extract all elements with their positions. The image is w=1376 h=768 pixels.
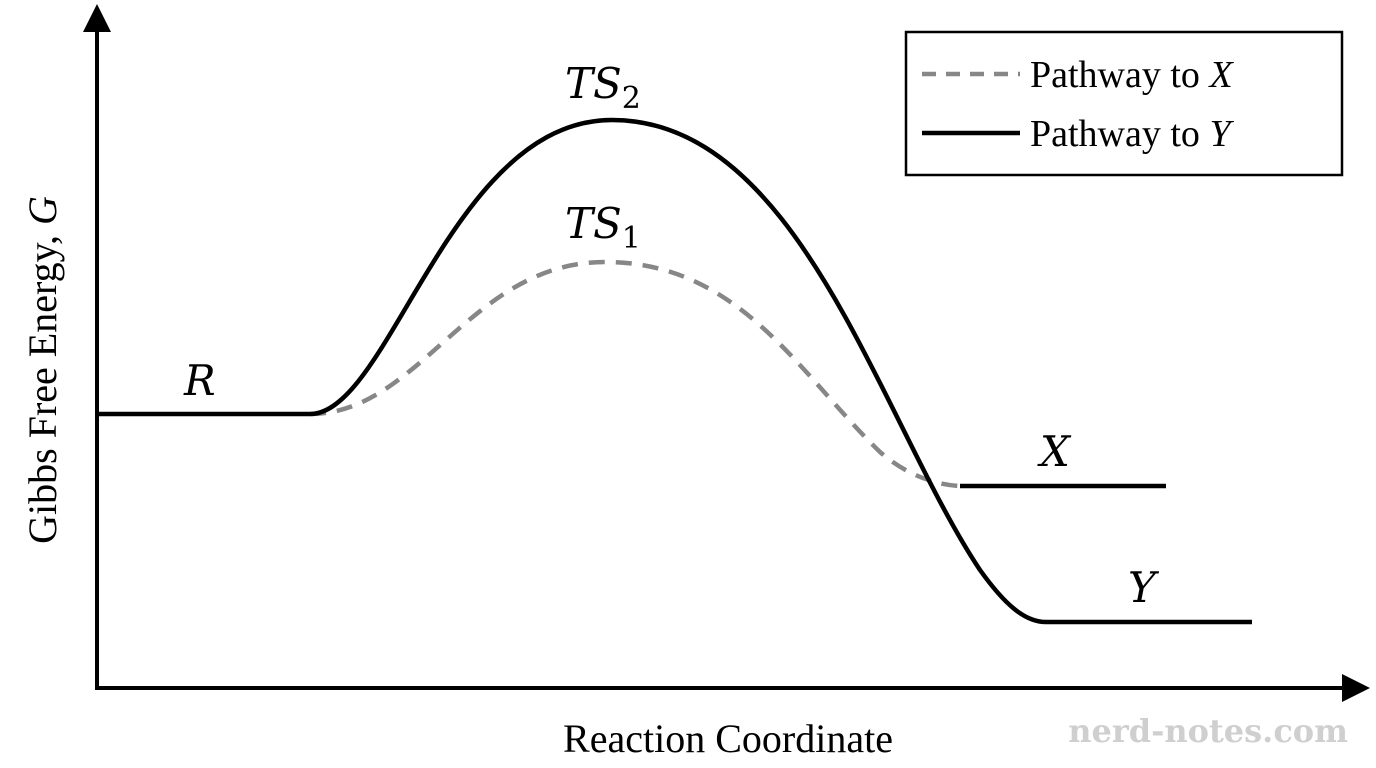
y-axis-title-main: Gibbs Free Energy, xyxy=(20,225,65,544)
pathway-y-curve xyxy=(309,117,1047,625)
y-axis-title-var: G xyxy=(20,196,65,225)
ts1-label: TS1 xyxy=(565,199,641,256)
ts1-label-sub: 1 xyxy=(622,221,641,256)
pathway-x-curve xyxy=(309,259,961,489)
reactant-label: R xyxy=(183,356,216,405)
legend-entry-x-text: Pathway to xyxy=(1030,54,1209,96)
legend-entry-y-var: Y xyxy=(1209,113,1234,155)
product-y-label: Y xyxy=(1128,563,1160,612)
watermark: nerd-notes.com xyxy=(1068,712,1348,750)
legend-box xyxy=(904,30,1344,177)
x-axis-title: Reaction Coordinate xyxy=(563,716,893,761)
legend: Pathway to X Pathway to Y xyxy=(904,30,1344,177)
ts2-label-sub: 2 xyxy=(622,81,641,116)
legend-entry-x-var: X xyxy=(1207,54,1234,96)
legend-entry-y-text: Pathway to xyxy=(1030,113,1209,155)
product-x-label: X xyxy=(1037,427,1072,476)
ts1-label-main: TS xyxy=(565,199,622,248)
y-axis-title: Gibbs Free Energy, G xyxy=(20,196,65,544)
legend-entry-y: Pathway to Y xyxy=(1030,113,1234,155)
ts2-label: TS2 xyxy=(565,59,641,116)
ts2-label-main: TS xyxy=(565,59,622,108)
legend-entry-x: Pathway to X xyxy=(1030,54,1234,96)
